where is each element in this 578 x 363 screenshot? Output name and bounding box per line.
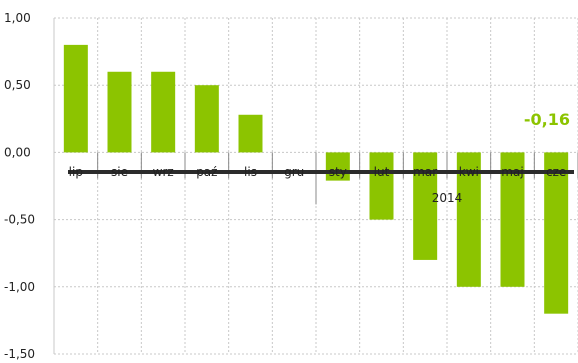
bar-lis [238,114,263,153]
y-tick-label: -1,00 [4,280,35,294]
y-tick-label: 0,00 [4,145,31,159]
x-tick-labels: lip sie wrz paź lis gru sty lut mar kwi maj cze [69,165,567,179]
bar-paź [194,85,219,153]
y-tick-label: 0,50 [4,78,31,92]
bar-wrz [151,71,176,153]
x-tick-label: lut [374,165,390,179]
x-tick-label: sie [111,165,128,179]
y-tick-label: 1,00 [4,11,31,25]
y-tick-labels: 1,00 0,50 0,00 -0,50 -1,00 -1,50 [4,11,35,361]
bar-maj [500,152,525,287]
x-tick-label: lip [69,165,83,179]
grid [53,17,578,355]
bar-lut [369,152,394,220]
x-tick-label: sty [329,165,347,179]
x-tick-label: wrz [153,165,174,179]
x-tick-label: paź [196,165,217,179]
value-callout: -0,16 [524,110,570,129]
y-tick-label: -0,50 [4,213,35,227]
y-tick-label: -1,50 [4,347,35,361]
x-tick-label: lis [244,165,257,179]
x-tick-label: maj [501,165,523,179]
x-tick-label: gru [284,165,304,179]
year-label: 2014 [432,191,463,205]
bar-lip [63,44,88,153]
bar-sie [107,71,132,153]
x-tick-label: cze [546,165,566,179]
axes [53,18,578,354]
x-tick-label: kwi [459,165,479,179]
x-tick-label: mar [413,165,437,179]
bar-cze [544,152,569,314]
bar-sty [325,152,350,181]
bar-kwi [456,152,481,287]
